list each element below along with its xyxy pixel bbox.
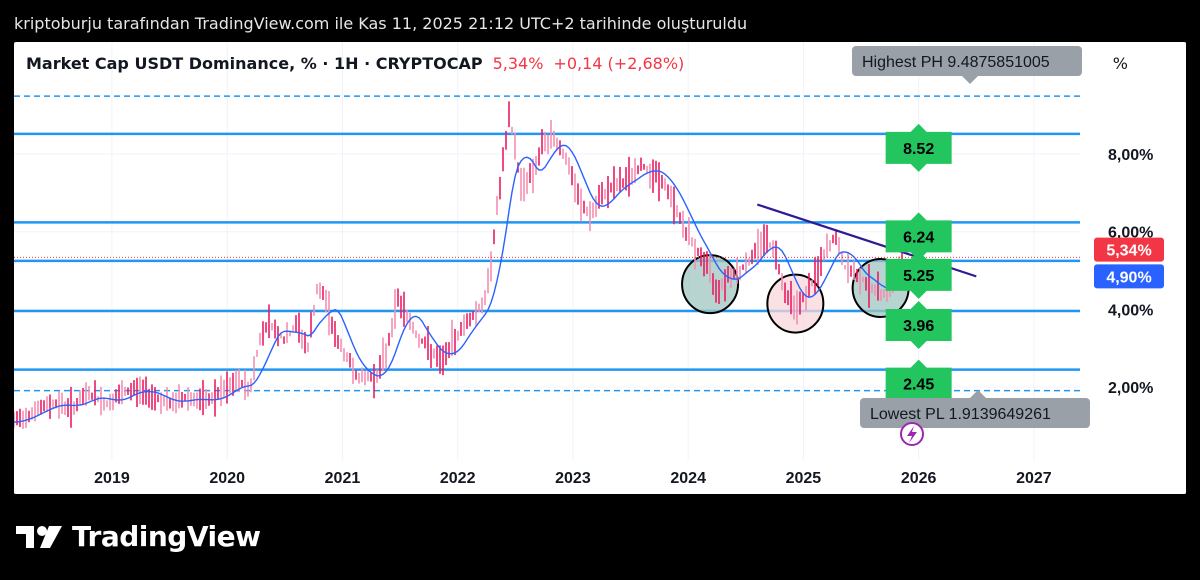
- level-tag-bg: [885, 359, 952, 408]
- header-price: 5,34%: [492, 54, 544, 73]
- ma-price-tag-text: 4,90%: [1106, 269, 1151, 286]
- level-tag-bg: [885, 250, 952, 299]
- x-tick-2022: 2022: [440, 470, 476, 487]
- y-tick-0: 2,00%: [1108, 380, 1153, 397]
- lowest-label-arrow: [970, 390, 986, 398]
- price-bars: [14, 101, 903, 429]
- y-axis: 2,00% 4,00% 6,00% 8,00%: [1108, 147, 1153, 397]
- x-axis-bg: [14, 460, 1186, 494]
- y-tick-2: 6,00%: [1108, 225, 1153, 242]
- current-price-tag: 5,34%: [1094, 237, 1164, 262]
- current-price-tag-bg: [1094, 237, 1164, 262]
- brand: TradingView: [16, 520, 261, 553]
- price-tags: 5,34% 4,90%: [1094, 237, 1164, 289]
- axis-unit: %: [1112, 54, 1128, 73]
- lowest-label-text: Lowest PL 1.9139649261: [870, 406, 1051, 423]
- level-tags: 8.52 6.24 5.25 3.96 2.45: [885, 123, 952, 408]
- lowest-label-bg: [860, 398, 1090, 428]
- x-tick-2026: 2026: [901, 470, 937, 487]
- current-price-tag-text: 5,34%: [1106, 243, 1151, 260]
- y-tick-1: 4,00%: [1108, 302, 1153, 319]
- x-tick-2024: 2024: [670, 470, 706, 487]
- x-axis: 2019 2020 2021 2022 2023 2024 2025 2026 2027: [94, 470, 1052, 487]
- level-tag-1: 6.24: [885, 212, 952, 261]
- chart-frame[interactable]: 8.52 6.24 5.25 3.96 2.45 2019 2020 2021 2022 202…: [14, 42, 1186, 494]
- level-tag-text: 6.24: [903, 229, 934, 246]
- header-change: +0,14 (+2,68%): [553, 54, 685, 73]
- bolt-icon: [900, 422, 924, 446]
- x-tick-2025: 2025: [786, 470, 822, 487]
- lowest-label: Lowest PL 1.9139649261: [860, 390, 1090, 428]
- chart-header: Market Cap USDT Dominance, % · 1H · CRYP…: [26, 54, 684, 73]
- brand-name: TradingView: [72, 520, 261, 553]
- caption: kriptoburju tarafından TradingView.com i…: [14, 14, 748, 33]
- level-tag-4: 2.45: [885, 359, 952, 408]
- ma-price-tag-bg: [1094, 264, 1164, 289]
- x-tick-2020: 2020: [209, 470, 245, 487]
- y-tick-3: 8,00%: [1108, 147, 1153, 164]
- x-tick-2021: 2021: [325, 470, 361, 487]
- ma-price-tag: 4,90%: [1094, 264, 1164, 289]
- level-tag-2: 5.25: [885, 250, 952, 299]
- level-tag-text: 2.45: [903, 377, 934, 394]
- level-tag-0: 8.52: [885, 123, 952, 172]
- level-tag-bg: [885, 212, 952, 261]
- level-tag-3: 3.96: [885, 300, 952, 349]
- level-tag-text: 8.52: [903, 141, 934, 158]
- moving-average-line: [14, 144, 903, 423]
- highest-label-arrow: [962, 76, 978, 84]
- symbol-title[interactable]: Market Cap USDT Dominance, % · 1H · CRYP…: [26, 54, 483, 73]
- x-tick-2027: 2027: [1016, 470, 1052, 487]
- extreme-labels: Highest PH 9.4875851005 Lowest PL 1.91396…: [852, 46, 1090, 428]
- level-tag-bg: [885, 300, 952, 349]
- x-tick-2023: 2023: [555, 470, 591, 487]
- tradingview-logo-icon: [16, 525, 62, 548]
- level-tag-text: 3.96: [903, 318, 934, 335]
- price-chart[interactable]: 8.52 6.24 5.25 3.96 2.45 2019 2020 2021 2022 202…: [14, 42, 1186, 494]
- highest-label: Highest PH 9.4875851005: [852, 46, 1082, 84]
- highest-label-text: Highest PH 9.4875851005: [862, 54, 1050, 71]
- x-tick-2019: 2019: [94, 470, 130, 487]
- level-tag-text: 5.25: [903, 268, 934, 285]
- highest-label-bg: [852, 46, 1082, 76]
- level-tag-bg: [885, 123, 952, 172]
